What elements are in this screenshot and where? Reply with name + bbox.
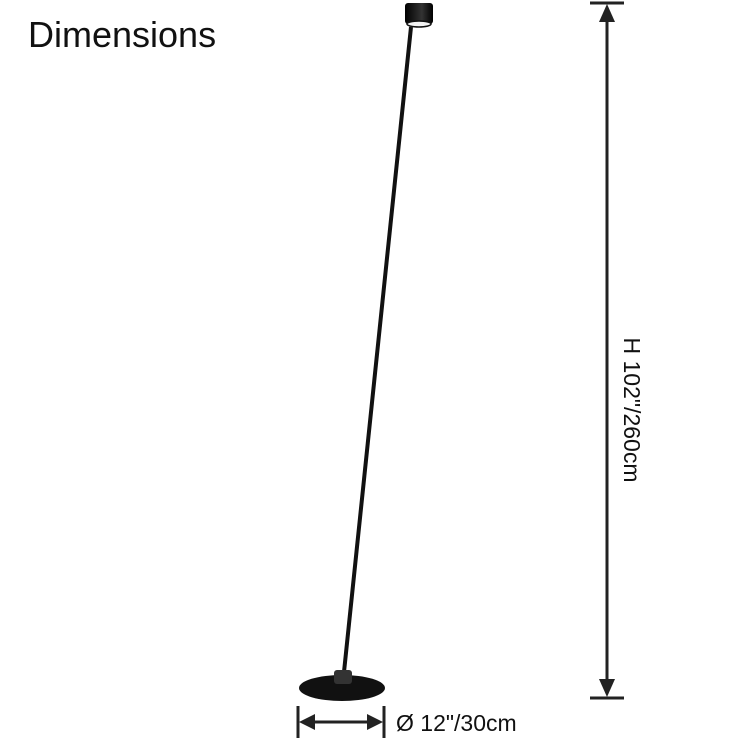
lamp-head (405, 3, 433, 24)
floor-lamp-illustration (299, 3, 433, 701)
base-joint (334, 670, 352, 684)
page-title: Dimensions (28, 14, 217, 55)
height-dimension (590, 1, 624, 700)
diameter-label: Ø 12"/30cm (396, 710, 517, 736)
lamp-base (299, 675, 385, 701)
height-label: H 102"/260cm (619, 338, 645, 483)
lamp-pole (342, 26, 413, 673)
diameter-dimension (296, 706, 386, 738)
lamp-light (406, 20, 432, 28)
